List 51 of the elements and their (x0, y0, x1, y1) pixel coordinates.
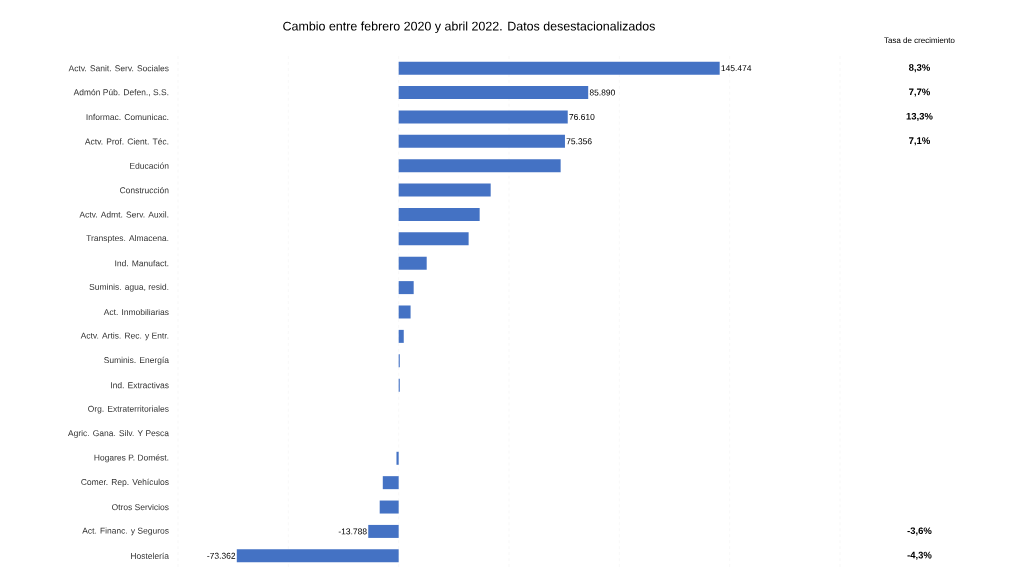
data-label: -73.362 (207, 552, 236, 559)
y-tick-label: Transptes. Almacena. (86, 234, 169, 243)
text: 8,3% (908, 64, 930, 73)
bar (398, 183, 491, 197)
y-tick-label: Otros Servicios (111, 503, 169, 511)
data-label: 75.356 (566, 138, 592, 145)
y-tick-label: Org. Extraterritoriales (88, 405, 169, 414)
text: -4,3% (907, 551, 932, 560)
y-tick-label: Agric. Gana. Silv. Y Pesca (67, 429, 169, 438)
bar (398, 86, 589, 100)
text: 7,1% (909, 137, 930, 146)
bar (398, 232, 469, 246)
bar (398, 61, 720, 75)
y-tick-label: Act. Financ. y Seguros (82, 527, 169, 536)
bar (236, 549, 399, 563)
y-tick-label: Ind. Extractivas (111, 382, 169, 389)
bar (398, 256, 427, 270)
data-label: 85.890 (589, 89, 615, 96)
y-tick-label: Informac. Comunicac. (86, 113, 169, 121)
y-tick-label: Admón Púb. Defen., S.S. (73, 88, 169, 97)
text: 13,3% (906, 112, 933, 121)
bar (379, 500, 399, 514)
text: -3,6% (907, 527, 932, 536)
text: 7,7% (909, 88, 930, 97)
y-tick-label: Suminis. Energía (104, 356, 169, 365)
y-tick-label: Hogares P. Domést. (94, 454, 169, 463)
bar (382, 476, 399, 490)
y-tick-label: Construcción (120, 186, 169, 194)
bar (398, 207, 480, 221)
y-tick-label: Ind. Manufact. (115, 260, 169, 267)
y-tick-label: Actv. Prof. Cient. Téc. (84, 138, 169, 145)
y-tick-label: Actv. Sanit. Serv. Sociales (68, 65, 169, 72)
data-label: 145.474 (721, 65, 752, 72)
bar (398, 159, 561, 173)
bar (398, 134, 565, 148)
y-tick-label: Hostelería (131, 552, 169, 559)
y-tick-label: Educación (130, 162, 169, 169)
y-tick-label: Actv. Artis. Rec. y Entr. (80, 332, 169, 341)
bar (368, 524, 399, 538)
data-label: 76.610 (569, 113, 595, 120)
bar (398, 305, 411, 319)
y-tick-label: Suminis. agua, resid. (89, 283, 169, 292)
chart-title: Cambio entre febrero 2020 y abril 2022. Datos desestacionalizados (283, 21, 655, 33)
bar (398, 110, 568, 124)
y-tick-label: Actv. Admt. Serv. Auxil. (79, 211, 169, 218)
bar (398, 329, 404, 343)
data-label: -13.788 (338, 528, 367, 535)
bar (396, 451, 399, 465)
y-tick-label: Act. Inmobiliarias (103, 308, 169, 316)
y-tick-label: Comer. Rep. Vehículos (81, 478, 169, 487)
bar (398, 281, 414, 295)
